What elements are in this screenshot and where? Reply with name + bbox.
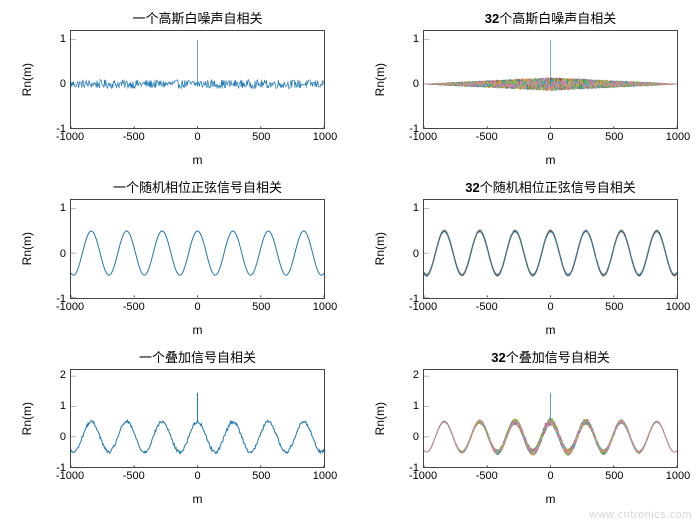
x-ticks: -1000-50005001000 — [70, 131, 325, 147]
x-ticks: -1000-50005001000 — [70, 470, 325, 486]
x-axis-label: m — [423, 153, 678, 167]
x-ticks: -1000-50005001000 — [423, 301, 678, 317]
title: 一个叠加信号自相关 — [60, 347, 335, 366]
subplot-r0c0: 一个高斯白噪声自相关 Rn(m) -101 -1000-50005001000 … — [12, 8, 335, 169]
y-axis-label: Rn(m) — [371, 369, 389, 468]
subplot-r2c0: 一个叠加信号自相关 Rn(m) -1012 -1000-50005001000 … — [12, 347, 335, 508]
x-axis-label: m — [70, 153, 325, 167]
subplot-r2c1: 32个叠加信号自相关 Rn(m) -1012 -1000-50005001000… — [365, 347, 688, 508]
subplot-r1c1: 32个随机相位正弦信号自相关 Rn(m) -101 -1000-50005001… — [365, 177, 688, 338]
subplot-r0c1: 32个高斯白噪声自相关 Rn(m) -101 -1000-50005001000… — [365, 8, 688, 169]
plot-area — [70, 30, 325, 129]
subplot-r1c0: 一个随机相位正弦信号自相关 Rn(m) -101 -1000-500050010… — [12, 177, 335, 338]
y-ticks: -101 — [40, 199, 68, 298]
y-ticks: -101 — [40, 30, 68, 129]
plot-area — [423, 30, 678, 129]
title: 32个叠加信号自相关 — [413, 347, 688, 366]
x-ticks: -1000-50005001000 — [70, 301, 325, 317]
subplot-grid: 一个高斯白噪声自相关 Rn(m) -101 -1000-50005001000 … — [12, 8, 688, 508]
x-ticks: -1000-50005001000 — [423, 131, 678, 147]
plot-area — [423, 369, 678, 468]
plot-area — [423, 199, 678, 298]
x-axis-label: m — [423, 323, 678, 337]
y-ticks: -101 — [393, 199, 421, 298]
title: 一个随机相位正弦信号自相关 — [60, 177, 335, 196]
plot-area — [70, 369, 325, 468]
title: 32个高斯白噪声自相关 — [413, 8, 688, 27]
y-ticks: -101 — [393, 30, 421, 129]
y-axis-label: Rn(m) — [371, 30, 389, 129]
y-axis-label: Rn(m) — [18, 199, 36, 298]
title: 32个随机相位正弦信号自相关 — [413, 177, 688, 196]
x-axis-label: m — [423, 492, 678, 506]
x-axis-label: m — [70, 492, 325, 506]
title: 一个高斯白噪声自相关 — [60, 8, 335, 27]
figure: 一个高斯白噪声自相关 Rn(m) -101 -1000-50005001000 … — [12, 8, 688, 508]
y-axis-label: Rn(m) — [18, 30, 36, 129]
y-axis-label: Rn(m) — [18, 369, 36, 468]
x-ticks: -1000-50005001000 — [423, 470, 678, 486]
y-axis-label: Rn(m) — [371, 199, 389, 298]
y-ticks: -1012 — [393, 369, 421, 468]
watermark: www.cntronics.com — [589, 509, 692, 521]
y-ticks: -1012 — [40, 369, 68, 468]
x-axis-label: m — [70, 323, 325, 337]
plot-area — [70, 199, 325, 298]
